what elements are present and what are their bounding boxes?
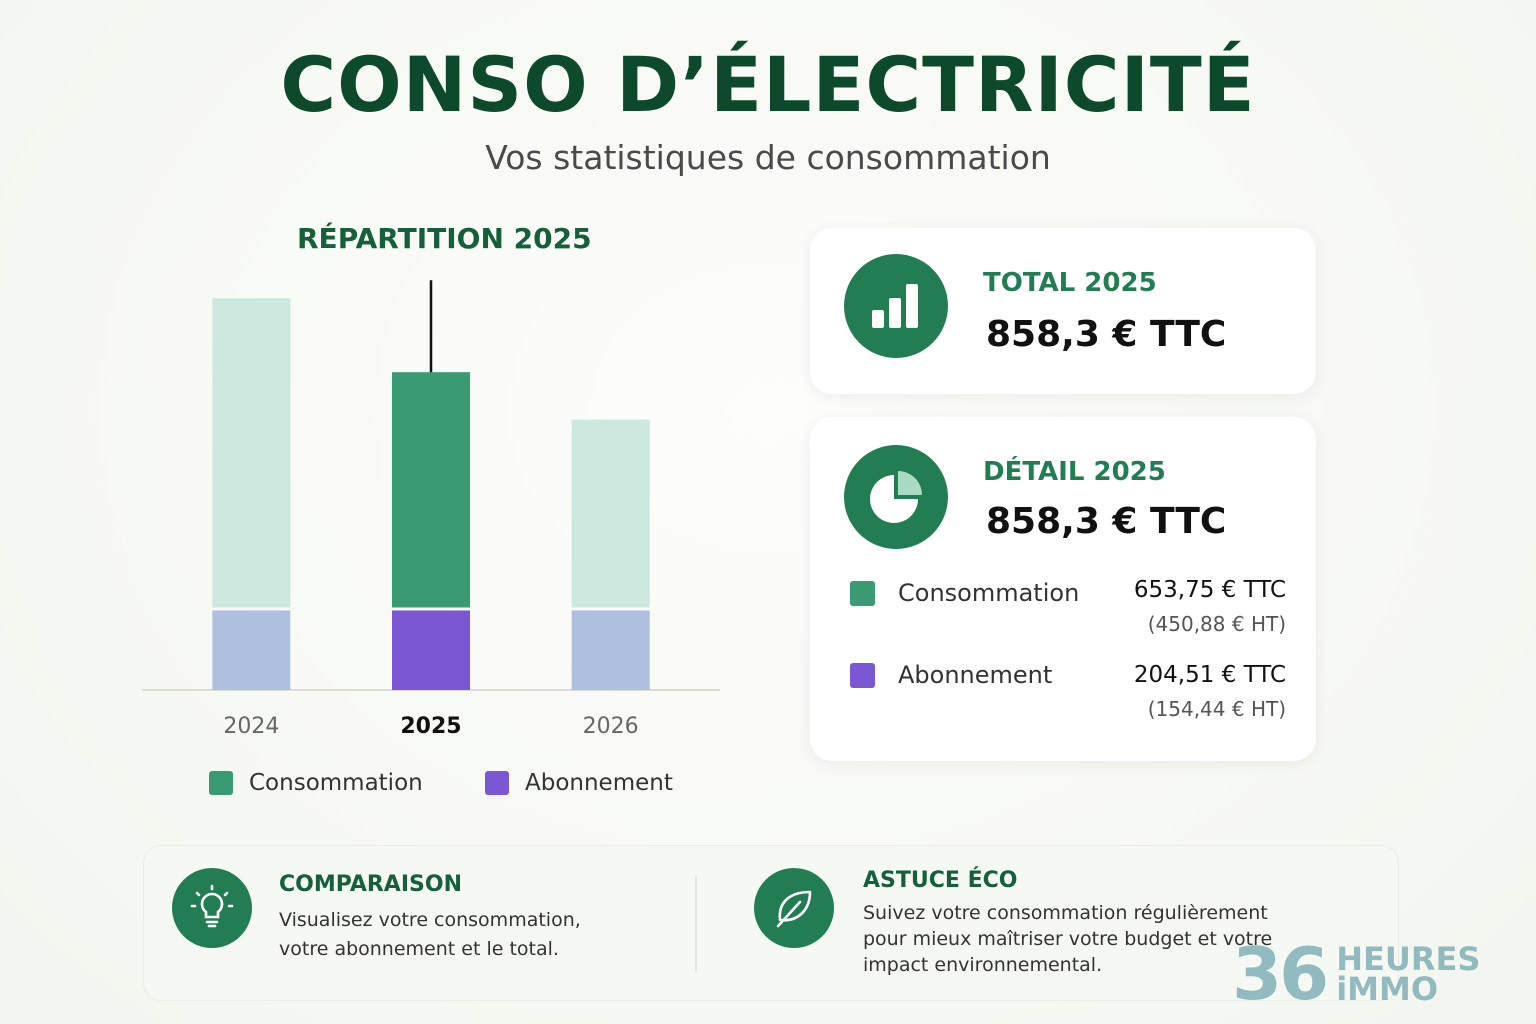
eco-line-1: Suivez votre consommation régulièrement xyxy=(863,902,1268,924)
bar-consommation-2025 xyxy=(392,372,470,608)
bar-chart-icon xyxy=(844,254,948,358)
watermark-logo: 36 HEURES iMMO xyxy=(1232,938,1480,1010)
legend-label-consommation: Consommation xyxy=(249,770,423,796)
stacked-bar-chart: 2024 2025 2026 xyxy=(142,280,720,739)
bar-consommation-2026 xyxy=(571,419,650,608)
page-title: CONSO D’ÉLECTRICITÉ xyxy=(280,40,1256,129)
detail-label: DÉTAIL 2025 xyxy=(983,457,1166,487)
bar-abonnement-2026 xyxy=(571,610,650,690)
bar-abonnement-2025 xyxy=(392,610,470,690)
leaf-icon xyxy=(754,868,834,948)
eco-heading: ASTUCE ÉCO xyxy=(863,868,1018,893)
detail-swatch-abonnement xyxy=(850,663,875,688)
legend-item-consommation: Consommation xyxy=(209,770,423,796)
legend-swatch-consommation xyxy=(209,771,233,795)
watermark-number: 36 xyxy=(1232,932,1329,1016)
eco-line-2: pour mieux maîtriser votre budget et vot… xyxy=(863,928,1273,950)
x-tick-label-2024: 2024 xyxy=(223,714,279,739)
total-card: TOTAL 2025 858,3 € TTC xyxy=(810,228,1316,394)
bar-consommation-2024 xyxy=(212,298,291,608)
detail-label-abonnement: Abonnement xyxy=(898,661,1053,689)
detail-ht-consommation: (450,88 € HT) xyxy=(1147,612,1286,636)
detail-card: DÉTAIL 2025 858,3 € TTC Consommation 653… xyxy=(810,417,1316,761)
comparison-line-2: votre abonnement et le total. xyxy=(279,938,559,960)
total-value: 858,3 € TTC xyxy=(986,314,1227,355)
x-tick-label-2025: 2025 xyxy=(400,714,461,739)
legend-label-abonnement: Abonnement xyxy=(525,770,673,796)
tips-divider xyxy=(695,876,697,972)
watermark-line-2: iMMO xyxy=(1336,970,1439,1008)
detail-value: 858,3 € TTC xyxy=(986,501,1227,542)
comparison-line-1: Visualisez votre consommation, xyxy=(279,909,581,931)
tips-panel: COMPARAISON Visualisez votre consommatio… xyxy=(143,845,1399,1001)
lightbulb-icon xyxy=(172,868,252,948)
total-label: TOTAL 2025 xyxy=(983,268,1157,298)
chart-title: RÉPARTITION 2025 xyxy=(297,222,592,255)
detail-ht-abonnement: (154,44 € HT) xyxy=(1147,697,1286,721)
watermark-line-1: HEURES xyxy=(1336,940,1481,978)
detail-ttc-abonnement: 204,51 € TTC xyxy=(1133,662,1286,688)
eco-line-3: impact environnemental. xyxy=(863,954,1103,976)
detail-label-consommation: Consommation xyxy=(898,579,1080,607)
x-tick-label-2026: 2026 xyxy=(583,714,639,739)
detail-ttc-consommation: 653,75 € TTC xyxy=(1133,577,1286,603)
bar-abonnement-2024 xyxy=(212,610,291,690)
page-subtitle: Vos statistiques de consommation xyxy=(485,138,1051,177)
pie-chart-icon xyxy=(844,445,948,549)
legend-item-abonnement: Abonnement xyxy=(485,770,673,796)
legend-swatch-abonnement xyxy=(485,771,509,795)
detail-swatch-consommation xyxy=(850,581,875,606)
comparison-heading: COMPARAISON xyxy=(279,872,462,897)
